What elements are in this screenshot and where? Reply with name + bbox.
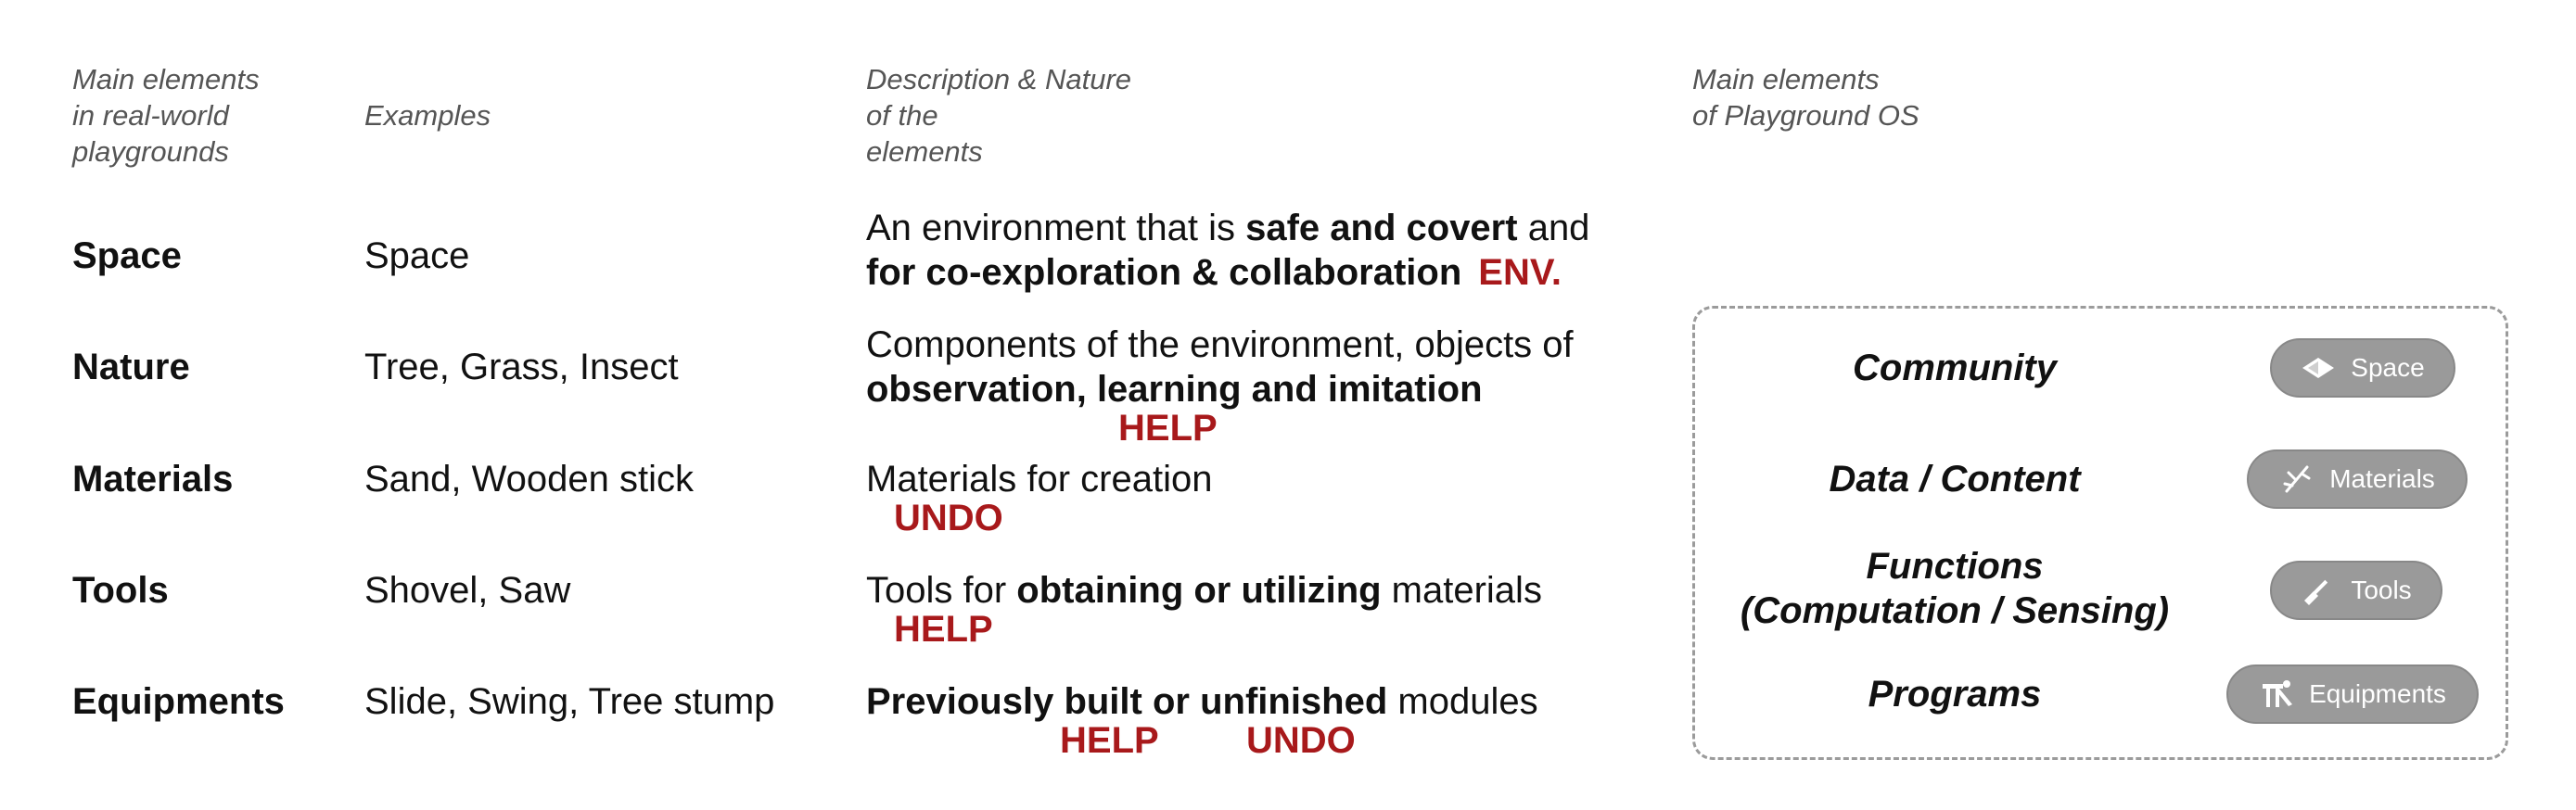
os-name-programs: Programs xyxy=(1868,674,2042,715)
row-desc-nature-line-2: observation, learning and imitation xyxy=(866,367,1483,411)
header-description: Description & Nature of the elements xyxy=(866,61,1131,170)
row-desc-space-line-2: for co-exploration & collaboration ENV. xyxy=(866,250,1562,295)
row-desc-equipments-line-1: Previously built or unfinished modules xyxy=(866,679,1538,724)
os-pill-equipments: Equipments xyxy=(2226,664,2479,724)
header-examples: Examples xyxy=(364,99,491,132)
row-desc-materials-line-1: Materials for creation xyxy=(866,457,1212,501)
row-label-space: Space xyxy=(72,235,182,276)
desc-text: Components of the environment, objects o… xyxy=(866,324,1574,365)
shovel-icon xyxy=(2301,573,2336,608)
row-example-space: Space xyxy=(364,235,470,276)
row-example-nature: Tree, Grass, Insect xyxy=(364,347,679,387)
tag-env: ENV. xyxy=(1478,252,1562,293)
desc-bold-text: safe and covert xyxy=(1245,208,1518,248)
tag-help-nature: HELP xyxy=(1118,408,1218,449)
row-example-tools: Shovel, Saw xyxy=(364,570,571,611)
os-name-functions: Functions (Computation / Sensing) xyxy=(1695,544,2214,633)
row-example-materials: Sand, Wooden stick xyxy=(364,459,695,500)
header-description-line-1: Description & Nature xyxy=(866,63,1132,95)
desc-text: modules xyxy=(1387,681,1538,722)
row-label-equipments: Equipments xyxy=(72,681,285,722)
header-real-world: Main elements in real-world playgrounds xyxy=(72,61,260,170)
os-pill-tools: Tools xyxy=(2270,561,2442,620)
header-real-world-line-2: in real-world xyxy=(72,99,229,132)
desc-text: Tools for xyxy=(866,570,1017,611)
os-name-functions-line-2: (Computation / Sensing) xyxy=(1740,590,2170,631)
os-name-functions-line-1: Functions xyxy=(1866,546,2044,587)
desc-bold-text: observation, learning and imitation xyxy=(866,369,1483,410)
tag-undo-materials: UNDO xyxy=(894,498,1003,538)
row-label-nature: Nature xyxy=(72,347,190,387)
desc-bold-text: obtaining or utilizing xyxy=(1016,570,1382,611)
stick-icon xyxy=(2279,462,2315,497)
header-real-world-line-3: playgrounds xyxy=(72,135,229,168)
os-pill-label: Tools xyxy=(2351,576,2412,604)
row-label-materials: Materials xyxy=(72,459,234,500)
os-pill-materials: Materials xyxy=(2247,449,2468,509)
os-pill-label: Equipments xyxy=(2309,679,2446,708)
desc-text: Materials for creation xyxy=(866,459,1213,500)
os-pill-label: Space xyxy=(2351,353,2425,382)
header-real-world-line-1: Main elements xyxy=(72,63,260,95)
header-description-line-2: of the xyxy=(866,99,938,132)
tag-help-equipments: HELP xyxy=(1060,720,1159,761)
header-description-line-3: elements xyxy=(866,135,983,168)
row-desc-tools-line-1: Tools for obtaining or utilizing materia… xyxy=(866,568,1542,613)
tag-help-tools: HELP xyxy=(894,609,993,650)
os-name-community: Community xyxy=(1853,348,2057,388)
row-label-tools: Tools xyxy=(72,570,169,611)
tag-undo-equipments: UNDO xyxy=(1246,720,1356,761)
os-pill-label: Materials xyxy=(2329,464,2435,493)
header-os: Main elements of Playground OS xyxy=(1692,61,1919,133)
diamond-icon xyxy=(2301,350,2336,386)
playground-os-panel: Community Space Data / Content Materials… xyxy=(1692,306,2508,760)
row-desc-nature-line-1: Components of the environment, objects o… xyxy=(866,323,1574,367)
row-desc-space-line-1: An environment that is safe and covert a… xyxy=(866,206,1589,250)
row-example-equipments: Slide, Swing, Tree stump xyxy=(364,681,775,722)
desc-bold-text: Previously built or unfinished xyxy=(866,681,1388,722)
os-name-data-content: Data / Content xyxy=(1829,459,2081,500)
desc-text: and xyxy=(1517,208,1590,248)
desc-text: materials xyxy=(1381,570,1542,611)
desc-text: An environment that is xyxy=(866,208,1246,248)
slide-icon xyxy=(2259,677,2294,712)
os-pill-space: Space xyxy=(2270,338,2455,398)
header-os-line-2: of Playground OS xyxy=(1692,99,1919,132)
desc-bold-text: for co-exploration & collaboration xyxy=(866,252,1462,293)
header-os-line-1: Main elements xyxy=(1692,63,1880,95)
